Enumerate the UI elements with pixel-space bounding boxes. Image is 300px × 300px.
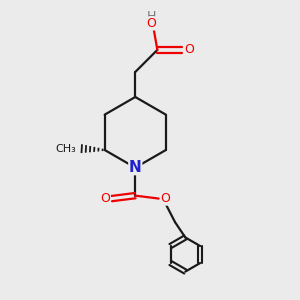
Text: CH₃: CH₃ [56,143,76,154]
Text: O: O [100,192,110,205]
Text: O: O [184,44,194,56]
Text: N: N [129,160,142,175]
Text: O: O [146,17,156,30]
Text: H: H [147,10,156,23]
Text: O: O [160,192,170,205]
